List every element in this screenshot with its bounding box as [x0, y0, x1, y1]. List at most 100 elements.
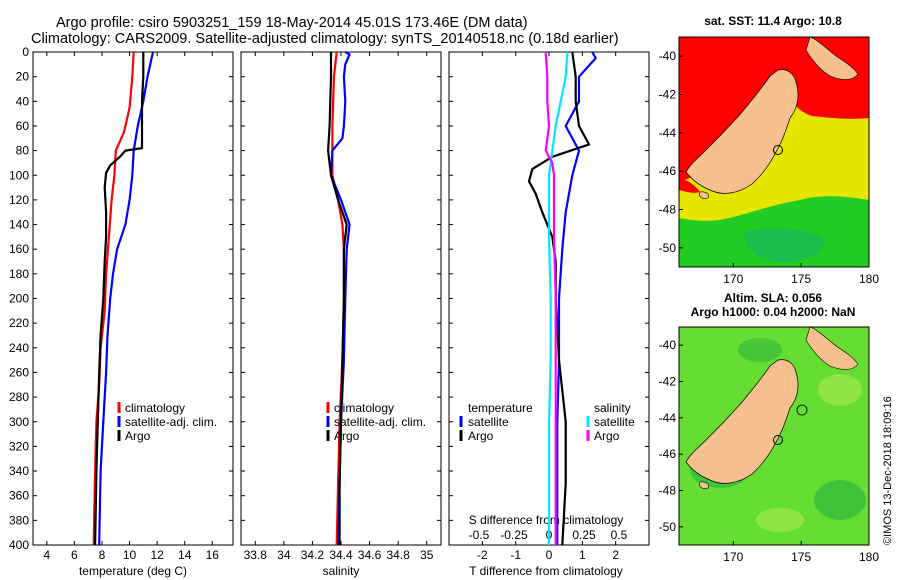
x-tick-label: 33.8 — [244, 548, 268, 562]
depth-tick-label: 360 — [9, 489, 29, 503]
header-line-2: Climatology: CARS2009. Satellite-adjuste… — [31, 31, 619, 47]
legend-group-temperature: temperature — [468, 401, 533, 415]
sla-patch-low — [814, 480, 866, 520]
salinity-plot-frame — [240, 51, 442, 546]
depth-tick-label: 400 — [9, 538, 29, 552]
map-x-tick-label: 170 — [723, 550, 743, 564]
difference-xlabel: T difference from climatology — [469, 564, 623, 578]
sla-contour-eddy — [796, 404, 808, 416]
sst-map-frame — [678, 36, 870, 268]
depth-tick-label: 60 — [16, 119, 30, 133]
x-tick-label: 6 — [71, 548, 78, 562]
sla-map-title: Altim. SLA: 0.056 — [724, 291, 822, 305]
south-island-land — [685, 359, 799, 484]
legend-label-satellite: satellite-adj. clim. — [334, 415, 426, 429]
series-line-salinity-argo — [544, 51, 557, 545]
series-line-satellite-adj-clim- — [98, 51, 155, 546]
depth-tick-label: 280 — [9, 390, 29, 404]
header-line-1: Argo profile: csiro 5903251_159 18-May-2… — [56, 15, 528, 31]
temperature-plot-frame — [32, 51, 234, 546]
series-line-temperature-argo — [527, 51, 591, 546]
x-tick-label: 8 — [99, 548, 106, 562]
sst-region-warm-south — [679, 178, 700, 193]
secondary-x-tick-label: 0.25 — [572, 528, 596, 542]
x-tick-label: 34.4 — [329, 548, 353, 562]
sla-map-subtitle: Argo h1000: 0.04 h2000: NaN — [691, 305, 856, 319]
sla-patch-high — [818, 374, 862, 406]
salinity-legend: climatology satellite-adj. clim. Argo — [326, 401, 426, 443]
depth-tick-label: 240 — [9, 341, 29, 355]
salinity-x-ticks: 33.8 34 34.2 34.4 34.6 34.8 35 — [244, 52, 434, 562]
sla-patch-high — [756, 508, 804, 532]
sst-argo-position-marker — [773, 145, 783, 155]
temperature-series — [92, 51, 155, 546]
depth-axis-ticks: 0 20 40 60 80 100 120 140 160 180 200 220 240 260 280 3… — [9, 45, 649, 552]
map-y-tick-label: -46 — [659, 447, 677, 461]
x-tick-label: 10 — [123, 548, 137, 562]
depth-tick-label: 160 — [9, 242, 29, 256]
legend-label-temperature-argo: Argo — [468, 429, 494, 443]
sst-region-cold-patch — [744, 228, 824, 262]
legend-label-salinity-satellite: satellite — [594, 415, 635, 429]
x-tick-label: 4 — [43, 548, 50, 562]
difference-secondary-xlabel: S difference from climatology — [469, 513, 624, 527]
south-island-land — [685, 69, 799, 194]
map-y-tick-label: -44 — [659, 126, 677, 140]
x-tick-label: 16 — [206, 548, 220, 562]
difference-legend: temperature satellite Argo salinity sate… — [459, 401, 635, 443]
temperature-legend: climatology satellite-adj. clim. Argo — [117, 401, 217, 443]
depth-tick-label: 300 — [9, 415, 29, 429]
depth-tick-label: 220 — [9, 316, 29, 330]
legend-label-climatology: climatology — [334, 401, 394, 415]
legend-label-temperature-satellite: satellite — [468, 415, 509, 429]
difference-series — [527, 51, 597, 546]
salinity-xlabel: salinity — [323, 564, 360, 578]
series-line-argo — [94, 52, 145, 546]
map-y-tick-label: -40 — [659, 49, 677, 63]
sla-map-frame — [678, 326, 870, 546]
depth-tick-label: 100 — [9, 168, 29, 182]
temperature-xlabel: temperature (deg C) — [79, 564, 187, 578]
x-tick-label: 1 — [579, 548, 586, 562]
map-x-tick-label: 180 — [859, 550, 879, 564]
map-x-tick-label: 175 — [791, 550, 811, 564]
series-line-temperature-satellite — [556, 51, 597, 545]
depth-tick-label: 40 — [16, 94, 30, 108]
secondary-x-tick-label: 0.5 — [611, 528, 628, 542]
salinity-series — [327, 51, 351, 546]
depth-tick-label: 120 — [9, 193, 29, 207]
x-tick-label: 34.8 — [386, 548, 410, 562]
credit-watermark: ©IMOS 13-Dec-2018 18:09:16 — [882, 396, 894, 545]
map-y-tick-label: -46 — [659, 164, 677, 178]
map-y-tick-label: -50 — [659, 520, 677, 534]
x-tick-label: 34 — [277, 548, 291, 562]
secondary-x-tick-label: -0.5 — [469, 528, 490, 542]
sla-patch-low — [738, 338, 782, 362]
sst-map-ticks: 170 175 180 -40 -42 -44 -46 -48 -50 — [659, 49, 880, 286]
series-line-salinity-satellite — [547, 51, 569, 545]
x-tick-label: -2 — [477, 548, 488, 562]
legend-label-argo: Argo — [125, 429, 151, 443]
series-line-argo — [327, 52, 348, 545]
map-y-tick-label: -42 — [659, 88, 677, 102]
x-tick-label: 12 — [150, 548, 164, 562]
north-island-land — [805, 37, 859, 80]
sla-map-ticks: 170 175 180 -40 -42 -44 -46 -48 -50 — [659, 338, 880, 564]
x-tick-label: 14 — [178, 548, 192, 562]
legend-label-climatology: climatology — [125, 401, 185, 415]
stewart-island-land — [699, 481, 709, 489]
map-y-tick-label: -50 — [659, 241, 677, 255]
x-tick-label: 34.6 — [358, 548, 382, 562]
x-tick-label: 2 — [612, 548, 619, 562]
map-y-tick-label: -40 — [659, 338, 677, 352]
depth-tick-label: 260 — [9, 365, 29, 379]
x-tick-label: -1 — [510, 548, 521, 562]
depth-tick-label: 200 — [9, 292, 29, 306]
depth-tick-label: 80 — [16, 144, 30, 158]
north-island-land — [805, 327, 859, 370]
map-y-tick-label: -48 — [659, 484, 677, 498]
x-tick-label: 0 — [546, 548, 553, 562]
sst-map-title: sat. SST: 11.4 Argo: 10.8 — [704, 14, 842, 28]
